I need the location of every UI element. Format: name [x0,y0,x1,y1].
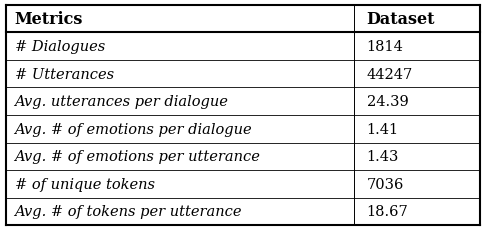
Text: 7036: 7036 [366,177,404,191]
Text: # of unique tokens: # of unique tokens [15,177,155,191]
Text: 1.41: 1.41 [366,122,399,136]
Text: 18.67: 18.67 [366,204,408,219]
Text: 1814: 1814 [366,40,403,54]
Text: Avg. # of tokens per utterance: Avg. # of tokens per utterance [15,204,242,219]
Text: Avg. utterances per dialogue: Avg. utterances per dialogue [15,95,228,109]
Text: 24.39: 24.39 [366,95,408,109]
Text: 44247: 44247 [366,67,413,81]
Text: # Utterances: # Utterances [15,67,114,81]
Text: Metrics: Metrics [15,11,83,28]
Text: Dataset: Dataset [366,11,435,28]
Text: 1.43: 1.43 [366,150,399,164]
Text: Avg. # of emotions per utterance: Avg. # of emotions per utterance [15,150,260,164]
Text: # Dialogues: # Dialogues [15,40,105,54]
Text: Avg. # of emotions per dialogue: Avg. # of emotions per dialogue [15,122,252,136]
